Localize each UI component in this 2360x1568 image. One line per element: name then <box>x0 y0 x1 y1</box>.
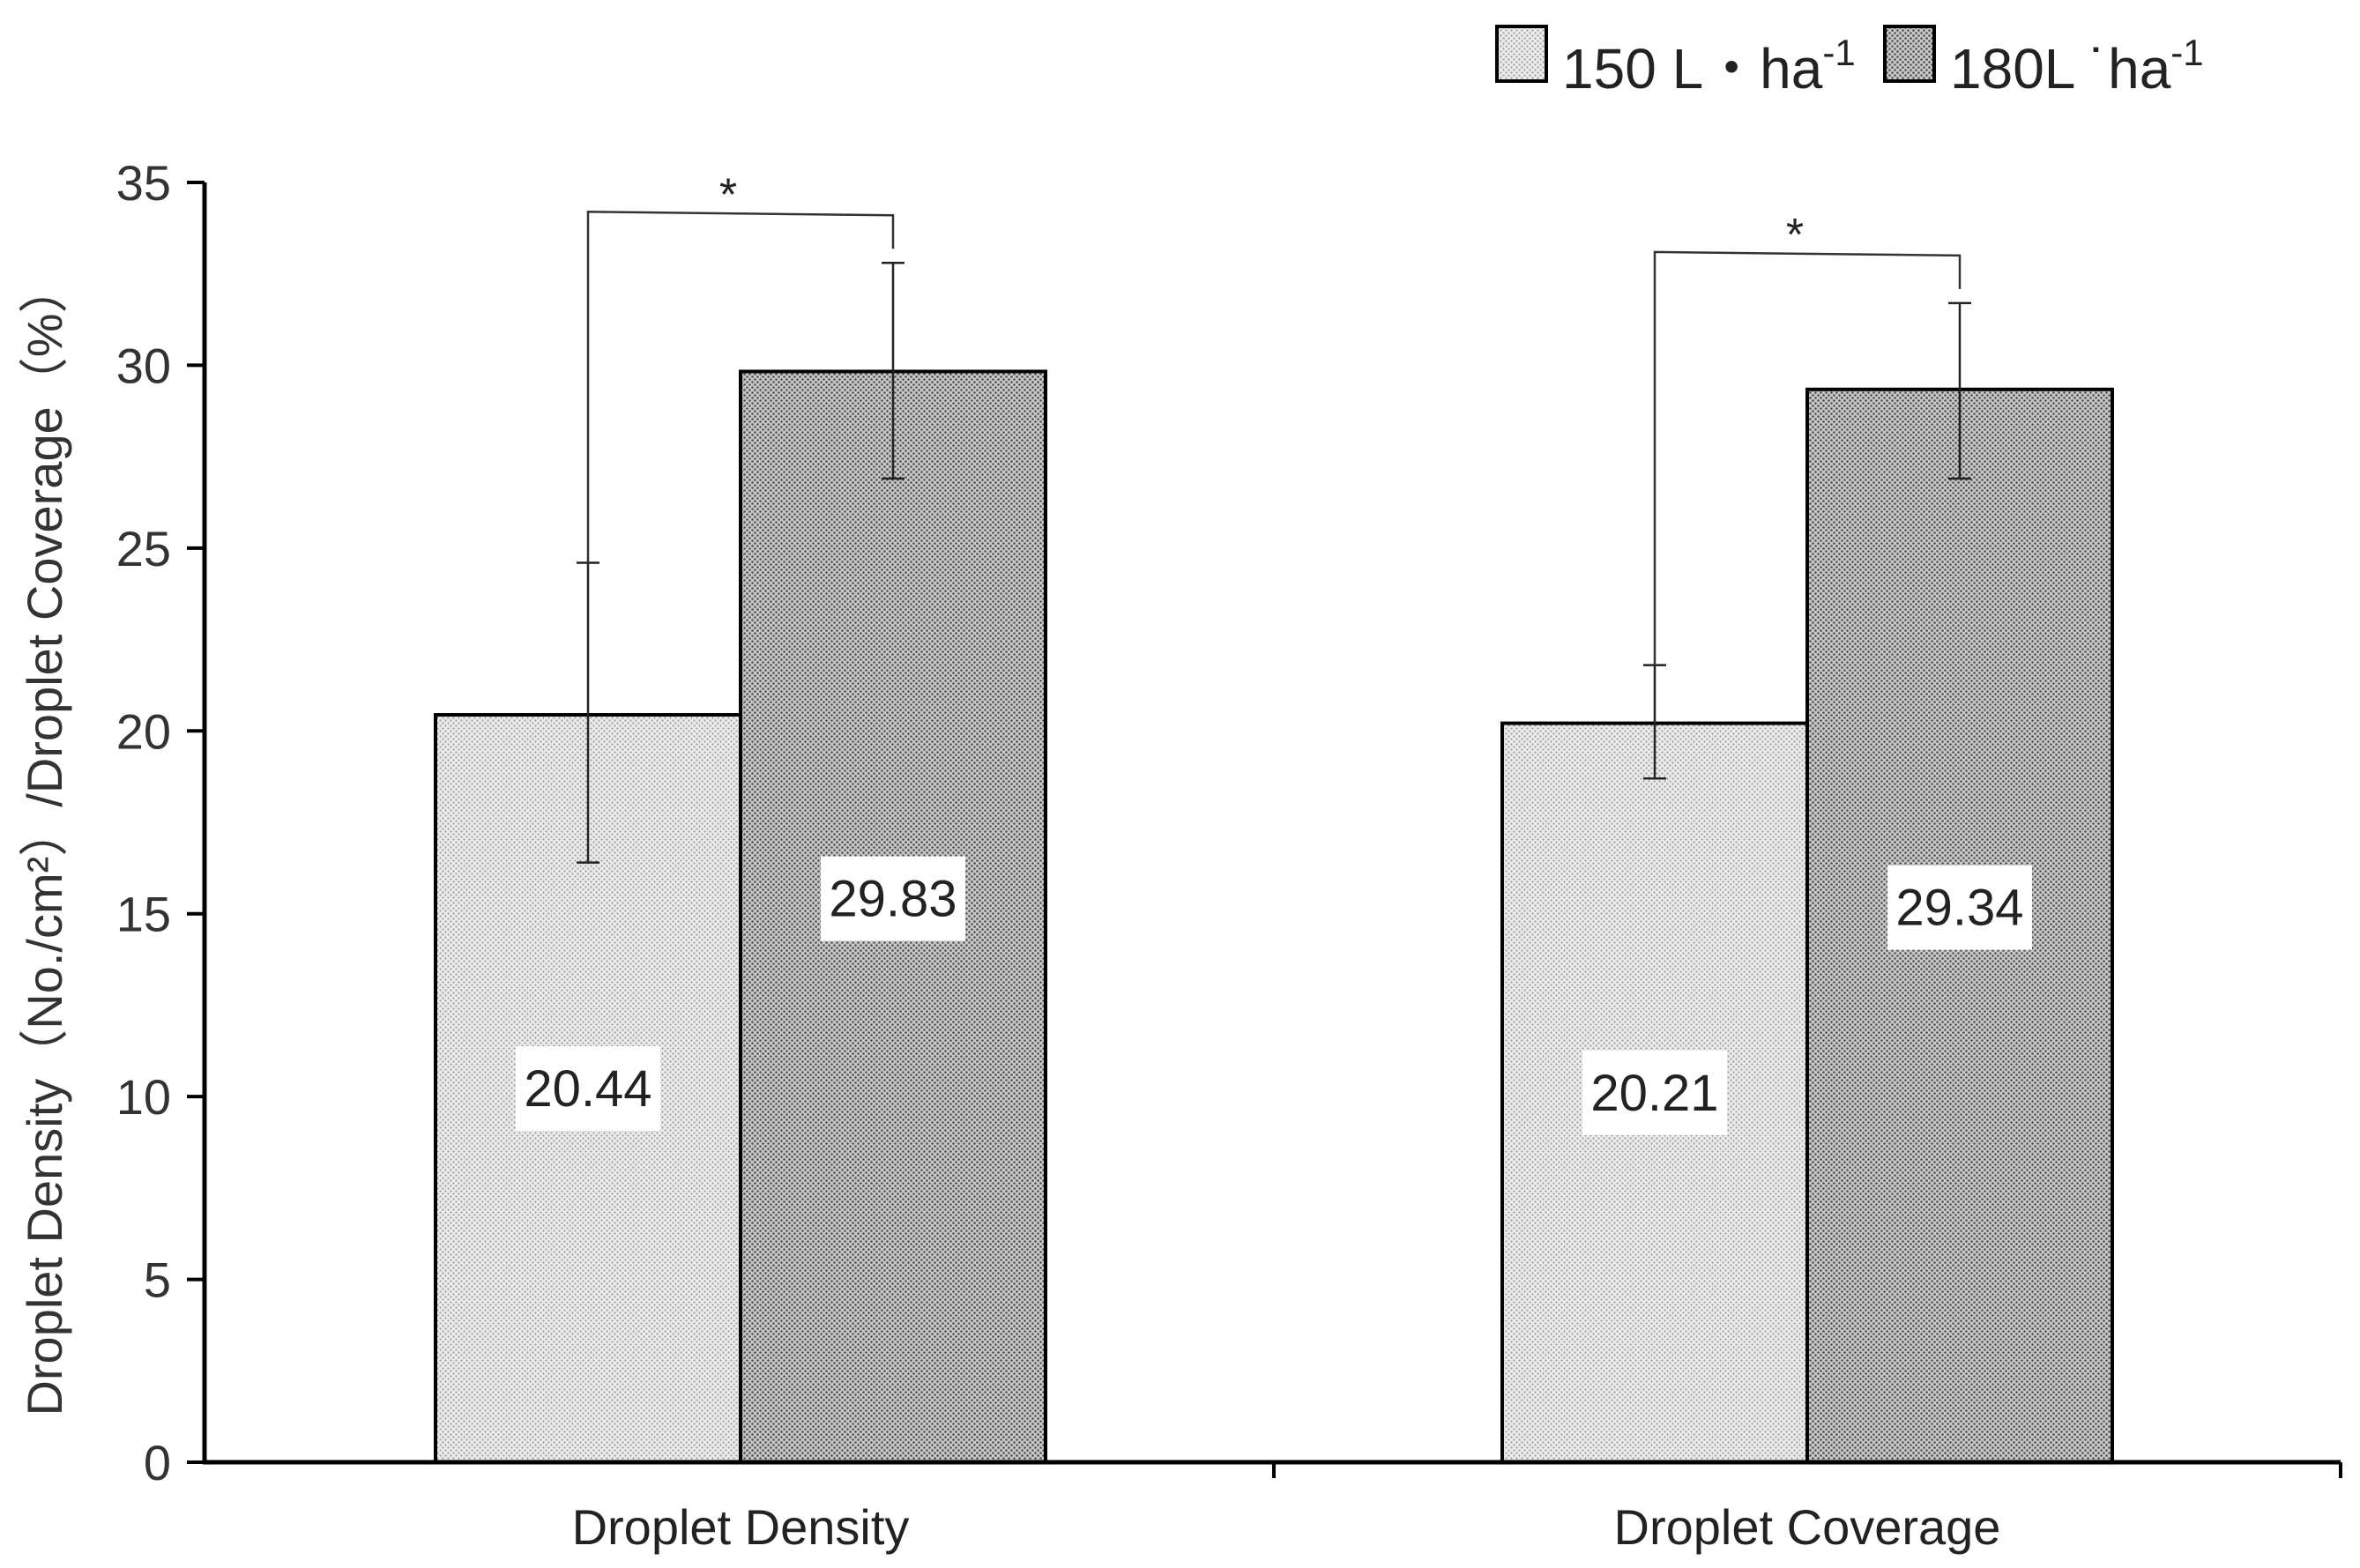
bars-group <box>434 211 2114 1465</box>
data-label-box-2-2 <box>1887 865 2032 950</box>
legend-label-superscript-2: -1 <box>2170 32 2203 73</box>
y-tick-label-2: 10 <box>116 1069 171 1125</box>
legend-label-2: 180L ˙ha-1 <box>1950 32 2204 100</box>
y-tick-label-1: 5 <box>144 1252 171 1308</box>
data-label-1-2: 20.21 <box>1590 1065 1718 1122</box>
x-category-label-1: Droplet Density <box>572 1499 910 1555</box>
significance-marker-2: * <box>1786 210 1804 261</box>
legend: 150 L・ha-1 180L ˙ha-1 <box>1495 25 2204 100</box>
data-label-2-1: 29.83 <box>829 870 957 927</box>
y-tick-label-5: 25 <box>116 521 171 576</box>
legend-label-superscript-1: -1 <box>1822 32 1855 73</box>
y-axis-title: Droplet Density（No./cm²）/Droplet Coverag… <box>17 264 72 1416</box>
significance-bracket-2 <box>1653 250 1962 665</box>
y-tick-label-6: 30 <box>116 338 171 393</box>
legend-label-1: 150 L・ha-1 <box>1562 32 1856 100</box>
legend-swatch-1 <box>1495 25 1548 83</box>
y-tick-label-0: 0 <box>144 1435 171 1490</box>
data-label-box-1-1 <box>516 1046 660 1132</box>
data-label-box-1-2 <box>1582 1050 1727 1135</box>
axes-group <box>187 181 2342 1478</box>
significance-bracket-1 <box>586 211 895 563</box>
data-label-1-1: 20.44 <box>524 1060 651 1118</box>
legend-swatch-2 <box>1883 25 1936 83</box>
y-tick-label-4: 20 <box>116 703 171 759</box>
labels-group: 20.44 29.83 * Droplet Density 20.21 29.34 * Dro… <box>17 155 2032 1555</box>
y-tick-label-7: 35 <box>116 155 171 211</box>
significance-marker-1: * <box>719 169 737 220</box>
data-label-2-2: 29.34 <box>1895 880 2023 937</box>
x-category-label-2: Droplet Coverage <box>1614 1499 2001 1555</box>
data-label-box-2-1 <box>821 856 965 941</box>
y-tick-label-3: 15 <box>116 887 171 942</box>
